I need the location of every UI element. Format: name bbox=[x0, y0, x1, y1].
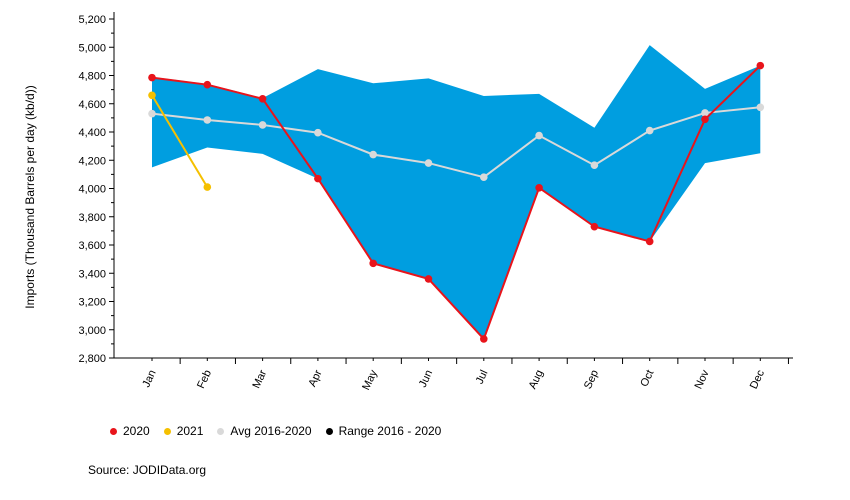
legend-label-avg: Avg 2016-2020 bbox=[230, 424, 312, 438]
legend-item-2020[interactable]: 2020 bbox=[110, 424, 150, 438]
y-tick-label: 3,000 bbox=[78, 325, 106, 337]
data-point bbox=[258, 95, 267, 103]
legend-item-range[interactable]: Range 2016 - 2020 bbox=[325, 424, 442, 438]
data-point bbox=[203, 80, 212, 89]
range-band bbox=[152, 45, 761, 339]
y-tick-label: 5,200 bbox=[78, 14, 106, 26]
y-tick-label: 3,200 bbox=[78, 297, 106, 309]
series-line bbox=[151, 64, 761, 341]
y-tick-label: 5,000 bbox=[78, 42, 106, 54]
data-point bbox=[369, 259, 378, 268]
x-tick-label: Jun bbox=[417, 368, 435, 389]
legend-marker-2021 bbox=[163, 427, 171, 435]
data-point bbox=[590, 222, 599, 231]
data-point bbox=[480, 173, 488, 181]
y-tick-label: 3,800 bbox=[78, 212, 106, 224]
data-point bbox=[645, 126, 654, 135]
data-point bbox=[314, 174, 322, 183]
series-layer bbox=[148, 61, 765, 343]
x-tick-label: Jan bbox=[140, 368, 158, 389]
data-point bbox=[480, 335, 488, 343]
legend-label-2020: 2020 bbox=[123, 424, 150, 438]
y-tick-label: 3,600 bbox=[78, 240, 106, 252]
y-tick-label: 3,400 bbox=[78, 268, 106, 280]
data-point bbox=[756, 61, 765, 70]
data-point bbox=[424, 159, 433, 167]
y-tick-label: 4,200 bbox=[78, 155, 106, 167]
series-line bbox=[151, 94, 209, 188]
x-tick-label: Aug bbox=[527, 368, 546, 391]
y-tick-label: 4,800 bbox=[78, 71, 106, 83]
data-point bbox=[535, 131, 543, 140]
data-point bbox=[314, 128, 322, 137]
legend-item-avg[interactable]: Avg 2016-2020 bbox=[217, 424, 312, 438]
axes: 2,800 3,000 3,200 3,400 3,600 3,800 4,000 4,200… bbox=[78, 12, 793, 392]
x-tick-label: Nov bbox=[693, 368, 712, 391]
data-point bbox=[258, 121, 267, 129]
data-point bbox=[756, 103, 765, 112]
range-band-layer bbox=[152, 45, 761, 339]
legend-marker-range bbox=[325, 427, 333, 435]
data-point bbox=[203, 183, 212, 191]
series-avg-2016-2020 bbox=[148, 103, 765, 181]
y-tick-label: 4,600 bbox=[78, 99, 106, 111]
data-point bbox=[645, 237, 654, 246]
source-note: Source: JODIData.org bbox=[88, 463, 207, 477]
data-point bbox=[590, 161, 599, 169]
y-tick-label: 4,000 bbox=[78, 184, 106, 196]
data-point bbox=[424, 275, 433, 283]
y-tick-label: 2,800 bbox=[78, 353, 106, 365]
legend-label-range: Range 2016 - 2020 bbox=[338, 424, 442, 438]
x-tick-label: Sep bbox=[582, 368, 601, 391]
x-tick-label: Oct bbox=[638, 368, 656, 389]
data-point bbox=[148, 91, 156, 100]
series-2020 bbox=[148, 61, 765, 343]
y-axis-title: Imports (Thousand Barrels per day (kb/d)… bbox=[23, 85, 37, 308]
x-tick-label: May bbox=[360, 368, 380, 392]
data-point bbox=[148, 73, 156, 82]
x-tick-label: Mar bbox=[250, 368, 269, 391]
series-line bbox=[151, 106, 761, 179]
data-point bbox=[701, 115, 709, 124]
legend-item-2021[interactable]: 2021 bbox=[163, 424, 204, 438]
x-tick-label: Jul bbox=[474, 368, 491, 386]
series-2021 bbox=[148, 91, 212, 191]
legend: 2020 2021 Avg 2016-2020 Range 2016 - 202… bbox=[110, 424, 441, 438]
legend-label-2021: 2021 bbox=[176, 424, 204, 438]
x-tick-label: Apr bbox=[307, 368, 325, 389]
data-point bbox=[701, 109, 709, 117]
data-point bbox=[535, 183, 543, 192]
legend-marker-2020 bbox=[110, 427, 117, 435]
x-tick-label: Feb bbox=[195, 368, 214, 390]
data-point bbox=[203, 116, 212, 124]
data-point bbox=[148, 109, 156, 118]
data-point bbox=[369, 150, 378, 159]
legend-marker-avg bbox=[217, 427, 225, 435]
line-chart: 2,800 3,000 3,200 3,400 3,600 3,800 4,000 4,200… bbox=[23, 12, 793, 392]
y-tick-label: 4,400 bbox=[78, 127, 106, 139]
x-tick-label: Dec bbox=[748, 368, 767, 391]
